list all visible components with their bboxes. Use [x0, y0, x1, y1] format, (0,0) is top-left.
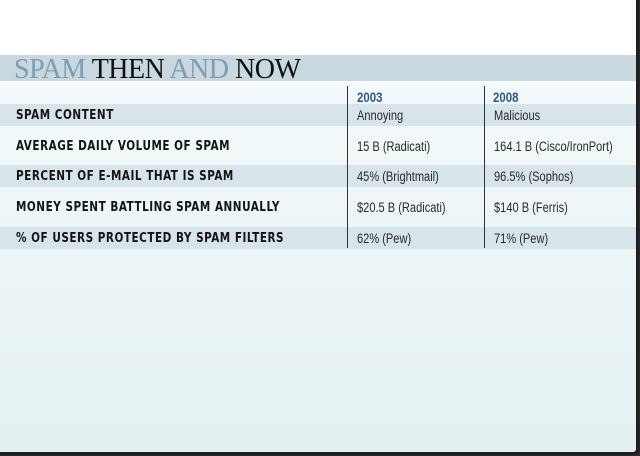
row-label: AVERAGE DAILY VOLUME OF SPAM	[16, 138, 231, 154]
title-word-then: THEN	[91, 54, 165, 85]
value-2008: Malicious	[494, 108, 541, 123]
value-2003: 62% (Pew)	[357, 231, 412, 246]
column-header-2003: 2003	[357, 89, 383, 105]
value-2008: 71% (Pew)	[494, 231, 549, 246]
table-row: AVERAGE DAILY VOLUME OF SPAM 15 B (Radic…	[0, 135, 636, 157]
row-label: PERCENT OF E-MAIL THAT IS SPAM	[16, 168, 234, 184]
table-title: SPAM THEN AND NOW	[14, 54, 301, 85]
table-row: PERCENT OF E-MAIL THAT IS SPAM 45% (Brig…	[0, 165, 636, 187]
title-word-spam: SPAM	[14, 54, 86, 85]
column-divider	[347, 86, 348, 248]
value-2008: $140 B (Ferris)	[494, 200, 568, 215]
value-2003: 45% (Brightmail)	[357, 169, 439, 184]
row-label: MONEY SPENT BATTLING SPAM ANNUALLY	[16, 199, 280, 215]
table-row: % OF USERS PROTECTED BY SPAM FILTERS 62%…	[0, 227, 636, 249]
row-label: SPAM CONTENT	[16, 107, 114, 123]
value-2008: 164.1 B (Cisco/IronPort)	[494, 139, 613, 154]
title-word-now: NOW	[235, 54, 301, 85]
title-band	[0, 55, 636, 81]
value-2003: 15 B (Radicati)	[357, 139, 431, 154]
value-2003: Annoying	[357, 108, 404, 123]
title-word-and: AND	[169, 54, 229, 85]
table-row: MONEY SPENT BATTLING SPAM ANNUALLY $20.5…	[0, 196, 636, 218]
column-header-2008: 2008	[493, 89, 519, 105]
column-divider	[484, 86, 485, 248]
table-row: SPAM CONTENT Annoying Malicious	[0, 104, 636, 126]
value-2008: 96.5% (Sophos)	[494, 169, 574, 184]
row-label: % OF USERS PROTECTED BY SPAM FILTERS	[16, 230, 285, 246]
value-2003: $20.5 B (Radicati)	[357, 200, 446, 215]
